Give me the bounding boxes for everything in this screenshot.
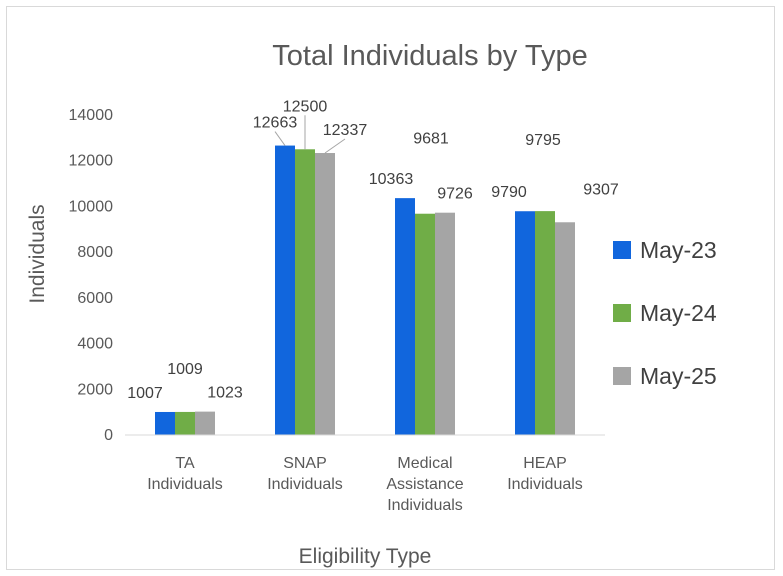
leader-line bbox=[274, 131, 286, 146]
legend-label: May-23 bbox=[640, 237, 717, 263]
data-label: 9726 bbox=[437, 186, 473, 203]
data-label: 1007 bbox=[127, 385, 163, 402]
legend: May-23 May-24 May-25 bbox=[613, 237, 717, 389]
data-label: 12663 bbox=[253, 115, 298, 132]
legend-label: May-25 bbox=[640, 363, 717, 389]
y-tick-label: 0 bbox=[104, 427, 113, 444]
data-label: 12337 bbox=[323, 122, 368, 139]
bar bbox=[295, 149, 315, 436]
x-tick-label: HEAP bbox=[523, 455, 567, 472]
bar bbox=[515, 211, 535, 435]
data-label: 1009 bbox=[167, 361, 203, 378]
data-label: 1023 bbox=[207, 385, 243, 402]
x-tick-label: Medical bbox=[397, 455, 452, 472]
y-tick-label: 6000 bbox=[77, 290, 113, 307]
x-tick-label: TA bbox=[175, 455, 195, 472]
x-axis-title: Eligibility Type bbox=[299, 545, 432, 568]
chart-title: Total Individuals by Type bbox=[272, 40, 587, 72]
y-tick-label: 4000 bbox=[77, 336, 113, 353]
x-tick-label: Individuals bbox=[507, 476, 583, 493]
y-tick-label: 12000 bbox=[69, 153, 114, 170]
y-tick-label: 8000 bbox=[77, 244, 113, 261]
x-tick-label: Individuals bbox=[147, 476, 223, 493]
bar bbox=[175, 411, 195, 435]
bar bbox=[535, 211, 555, 435]
data-label: 9795 bbox=[525, 132, 561, 149]
x-tick-label: Individuals bbox=[267, 476, 343, 493]
bar bbox=[435, 212, 455, 435]
data-labels: 1007 12663 10363 9790 1009 12500 9681 9795 1023 1… bbox=[127, 98, 619, 402]
y-tick-label: 14000 bbox=[69, 107, 114, 124]
bar bbox=[155, 411, 175, 435]
bar bbox=[395, 198, 415, 435]
bar bbox=[555, 222, 575, 435]
data-label: 9681 bbox=[413, 131, 449, 148]
bar bbox=[415, 213, 435, 435]
legend-swatch bbox=[613, 367, 631, 385]
y-tick-label: 2000 bbox=[77, 381, 113, 398]
x-tick-label: Assistance bbox=[386, 476, 463, 493]
bar bbox=[315, 153, 335, 436]
chart-area bbox=[6, 6, 775, 570]
data-label: 12500 bbox=[283, 98, 328, 115]
bar bbox=[275, 145, 295, 435]
bar bbox=[195, 411, 215, 435]
data-label: 9307 bbox=[583, 181, 619, 198]
data-label: 9790 bbox=[491, 184, 527, 201]
y-axis-title: Individuals bbox=[26, 204, 49, 303]
data-label-leader-lines bbox=[274, 115, 346, 154]
y-tick-label: 10000 bbox=[69, 198, 114, 215]
legend-label: May-24 bbox=[640, 300, 717, 326]
x-tick-label: Individuals bbox=[387, 497, 463, 514]
y-axis: 0 2000 4000 6000 8000 10000 12000 14000 bbox=[69, 107, 114, 444]
data-label: 10363 bbox=[369, 171, 414, 188]
bars bbox=[155, 145, 575, 436]
leader-line bbox=[324, 138, 346, 154]
legend-swatch bbox=[613, 304, 631, 322]
x-axis: TA Individuals SNAP Individuals Medical Assis… bbox=[147, 455, 583, 514]
x-tick-label: SNAP bbox=[283, 455, 327, 472]
legend-swatch bbox=[613, 241, 631, 259]
